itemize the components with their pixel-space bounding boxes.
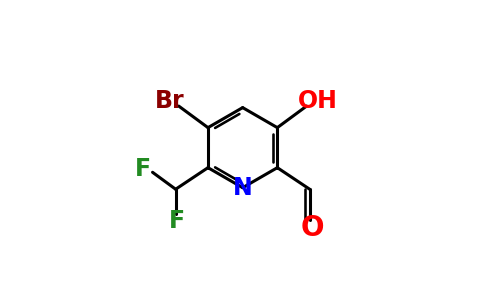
Text: O: O	[301, 214, 324, 242]
Text: F: F	[169, 209, 185, 233]
Text: N: N	[233, 176, 253, 200]
Text: F: F	[135, 157, 151, 181]
Text: Br: Br	[155, 89, 184, 113]
Text: OH: OH	[298, 89, 337, 113]
